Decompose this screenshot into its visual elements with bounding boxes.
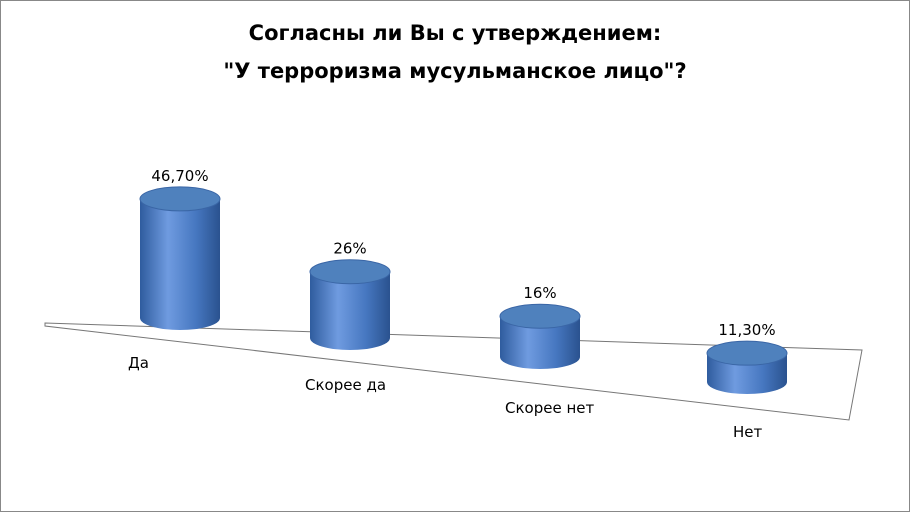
data-label: 26% [333, 240, 366, 258]
bar-top [706, 340, 788, 366]
x-tick-label: Нет [733, 423, 763, 441]
floor [44, 322, 863, 421]
bar [500, 316, 580, 369]
chart-title: Согласны ли Вы с утверждением: [249, 21, 662, 45]
bar [140, 198, 220, 330]
x-tick-label: Да [128, 354, 149, 372]
data-label: 16% [523, 284, 556, 302]
bar-top [499, 303, 581, 329]
chart-title: "У терроризма мусульманское лицо"? [223, 59, 686, 83]
x-tick-label: Скорее нет [505, 399, 594, 417]
data-label: 46,70% [151, 167, 208, 185]
x-tick-label: Скорее да [305, 376, 386, 394]
bar [310, 271, 390, 350]
data-label: 11,30% [718, 321, 775, 339]
bar-top [309, 259, 391, 285]
bar-top [139, 186, 221, 212]
